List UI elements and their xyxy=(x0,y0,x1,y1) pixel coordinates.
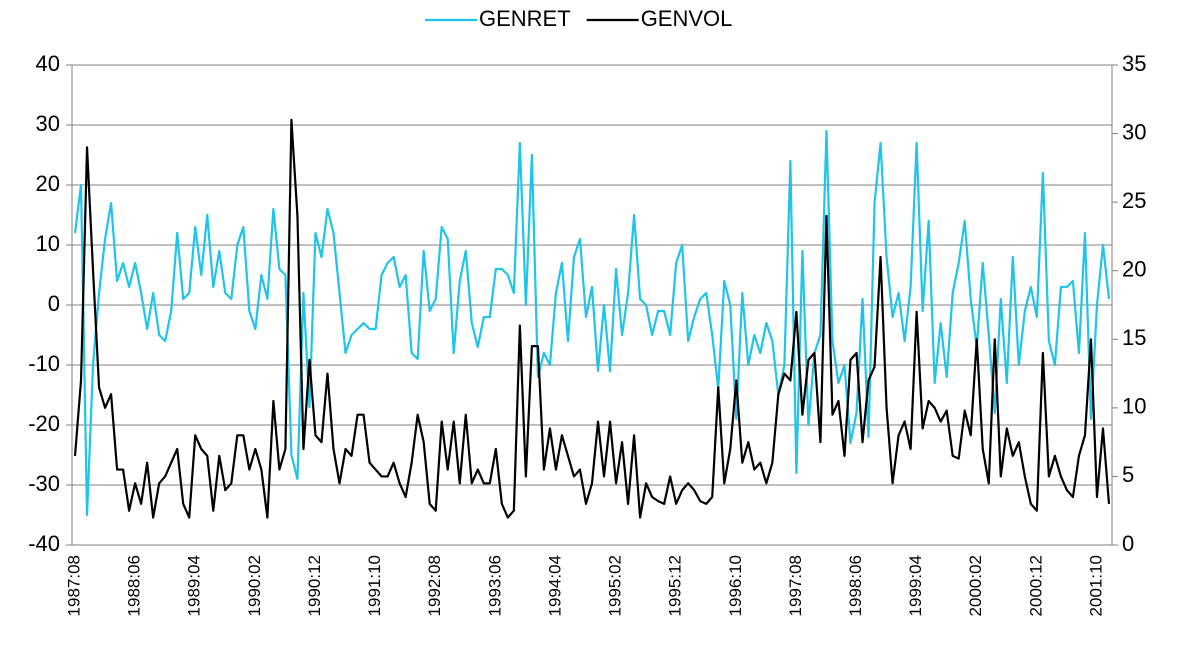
legend-label: GENRET xyxy=(479,6,571,31)
series-line xyxy=(73,118,1111,519)
x-tick-label: 1991:10 xyxy=(365,555,384,616)
y2-tick-label: 5 xyxy=(1122,462,1134,487)
y2-tick-label: 35 xyxy=(1122,51,1146,76)
y-tick-label: -40 xyxy=(28,531,60,556)
y2-tick-label: 30 xyxy=(1122,119,1146,144)
y-tick-label: 0 xyxy=(48,291,60,316)
y-tick-label: 10 xyxy=(36,231,60,256)
y2-tick-label: 20 xyxy=(1122,257,1146,282)
x-tick-label: 1992:08 xyxy=(425,555,444,616)
x-tick-label: 1997:08 xyxy=(786,555,805,616)
x-tick-label: 1990:02 xyxy=(245,555,264,616)
y2-tick-label: 0 xyxy=(1122,531,1134,556)
y2-tick-label: 15 xyxy=(1122,325,1146,350)
legend-label: GENVOL xyxy=(641,6,733,31)
x-tick-label: 1995:02 xyxy=(606,555,625,616)
x-tick-label: 2001:10 xyxy=(1086,555,1105,616)
x-tick-label: 1993:06 xyxy=(485,555,504,616)
y-tick-label: -10 xyxy=(28,351,60,376)
y-tick-label: -30 xyxy=(28,471,60,496)
y-tick-label: 40 xyxy=(36,51,60,76)
y-tick-label: 30 xyxy=(36,111,60,136)
x-tick-label: 1989:04 xyxy=(185,555,204,616)
x-tick-label: 2000:12 xyxy=(1026,555,1045,616)
x-tick-label: 1994:04 xyxy=(545,555,564,616)
x-tick-label: 1987:08 xyxy=(64,555,83,616)
x-tick-label: 1996:10 xyxy=(726,555,745,616)
x-tick-label: 2000:02 xyxy=(966,555,985,616)
x-tick-label: 1990:12 xyxy=(305,555,324,616)
y2-tick-label: 10 xyxy=(1122,394,1146,419)
x-tick-label: 1999:04 xyxy=(906,555,925,616)
x-tick-label: 1995:12 xyxy=(666,555,685,616)
series-line xyxy=(73,129,1111,517)
y-tick-label: -20 xyxy=(28,411,60,436)
y-tick-label: 20 xyxy=(36,171,60,196)
x-tick-label: 1998:06 xyxy=(846,555,865,616)
y2-tick-label: 25 xyxy=(1122,188,1146,213)
x-tick-label: 1988:06 xyxy=(125,555,144,616)
